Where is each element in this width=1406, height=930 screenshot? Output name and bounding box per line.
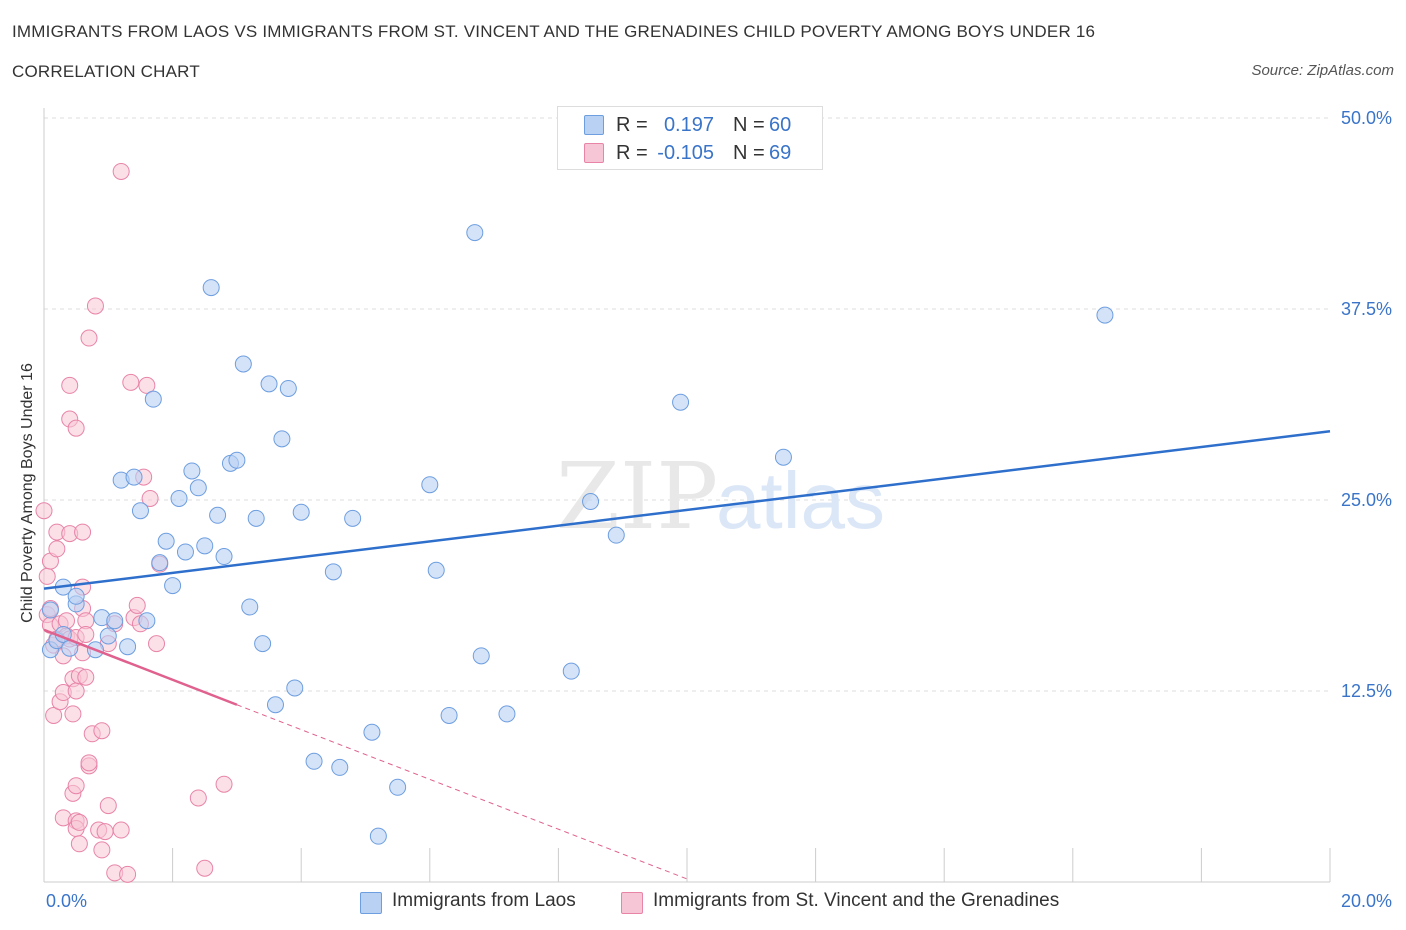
svg-r-value: -0.105 xyxy=(657,142,714,164)
laos-point-35 xyxy=(260,375,278,393)
svg-points xyxy=(35,162,233,883)
laos-r-label: R = xyxy=(616,114,648,136)
laos-point-26 xyxy=(202,279,220,297)
laos-point-54 xyxy=(562,662,580,680)
svg-trend-extension xyxy=(236,704,688,880)
laos-point-13 xyxy=(119,638,137,656)
laos-point-40 xyxy=(292,503,310,521)
legend-row-svg: R = -0.105 N = 69 xyxy=(558,139,822,165)
legend-row-laos: R = 0.197 N = 60 xyxy=(558,111,822,137)
trend-lines xyxy=(43,429,1331,880)
laos-point-43 xyxy=(331,758,349,776)
bottom-svg-swatch xyxy=(621,892,643,914)
x-tick-label-1: 20.0% xyxy=(1341,891,1392,911)
laos-point-51 xyxy=(466,224,484,242)
laos-point-56 xyxy=(607,526,625,544)
laos-n-label: N = xyxy=(733,114,765,136)
y-tick-label-2: 37.5% xyxy=(1341,299,1392,319)
laos-point-24 xyxy=(189,479,207,497)
laos-point-52 xyxy=(472,647,490,665)
laos-point-19 xyxy=(157,532,175,550)
y-axis-label: Child Poverty Among Boys Under 16 xyxy=(19,363,36,623)
svg-swatch xyxy=(584,143,604,163)
y-tick-label-3: 50.0% xyxy=(1341,108,1392,128)
watermark: ZIP atlas xyxy=(556,443,885,550)
laos-point-59 xyxy=(1096,306,1114,324)
laos-point-31 xyxy=(234,355,252,373)
source-label: Source: ZipAtlas.com xyxy=(1251,62,1394,79)
laos-point-14 xyxy=(125,468,143,486)
laos-point-55 xyxy=(582,493,600,511)
laos-point-9 xyxy=(99,627,117,645)
laos-point-23 xyxy=(183,462,201,480)
laos-point-37 xyxy=(273,430,291,448)
laos-point-17 xyxy=(144,390,162,408)
svg-r-label: R = xyxy=(616,142,648,164)
tick-labels: 12.5% 25.0% 37.5% 50.0% 0.0% 20.0% xyxy=(46,108,1392,911)
laos-n-value: 60 xyxy=(769,114,792,136)
laos-point-47 xyxy=(389,778,407,796)
bottom-svg-label: Immigrants from St. Vincent and the Gren… xyxy=(653,890,1060,911)
watermark-zip: ZIP xyxy=(556,443,718,550)
laos-point-57 xyxy=(672,393,690,411)
laos-r-value: 0.197 xyxy=(663,114,714,136)
laos-point-25 xyxy=(196,537,214,555)
y-tick-label-0: 12.5% xyxy=(1341,681,1392,701)
laos-point-44 xyxy=(344,509,362,527)
laos-point-27 xyxy=(209,506,227,524)
laos-point-45 xyxy=(363,723,381,741)
laos-point-21 xyxy=(170,489,188,507)
laos-point-16 xyxy=(138,612,156,630)
laos-point-22 xyxy=(176,543,194,561)
laos-point-32 xyxy=(241,598,259,616)
laos-point-41 xyxy=(305,752,323,770)
laos-point-28 xyxy=(215,548,233,566)
bottom-laos-swatch xyxy=(360,892,382,914)
laos-point-46 xyxy=(369,827,387,845)
laos-point-33 xyxy=(247,509,265,527)
laos-point-58 xyxy=(774,448,792,466)
laos-point-50 xyxy=(440,706,458,724)
laos-point-30 xyxy=(228,451,246,469)
laos-point-38 xyxy=(279,379,297,397)
axes xyxy=(43,108,1331,883)
laos-point-0 xyxy=(41,601,59,619)
laos-point-48 xyxy=(421,476,439,494)
svg-n-label: N = xyxy=(733,142,765,164)
laos-point-18 xyxy=(151,554,169,572)
laos-point-15 xyxy=(131,502,149,520)
svg-trend-line xyxy=(43,628,238,706)
y-tick-label-1: 25.0% xyxy=(1341,490,1392,510)
svg-n-value: 69 xyxy=(769,142,792,164)
bottom-laos-label: Immigrants from Laos xyxy=(392,890,576,911)
laos-point-53 xyxy=(498,705,516,723)
watermark-atlas: atlas xyxy=(716,456,885,545)
laos-point-36 xyxy=(266,696,284,714)
laos-trend-line xyxy=(43,429,1331,590)
laos-point-42 xyxy=(324,563,342,581)
chart-title: IMMIGRANTS FROM LAOS VS IMMIGRANTS FROM … xyxy=(12,22,1096,41)
laos-points xyxy=(41,224,1114,845)
laos-point-49 xyxy=(427,561,445,579)
laos-point-39 xyxy=(286,679,304,697)
laos-swatch xyxy=(584,115,604,135)
chart-subtitle: CORRELATION CHART xyxy=(12,62,200,81)
laos-point-7 xyxy=(67,587,85,605)
laos-point-20 xyxy=(164,577,182,595)
laos-point-34 xyxy=(254,635,272,653)
x-tick-label-0: 0.0% xyxy=(46,891,87,911)
correlation-legend: R = 0.197 N = 60 R = -0.105 N = 69 xyxy=(557,106,823,170)
laos-point-11 xyxy=(106,612,124,630)
